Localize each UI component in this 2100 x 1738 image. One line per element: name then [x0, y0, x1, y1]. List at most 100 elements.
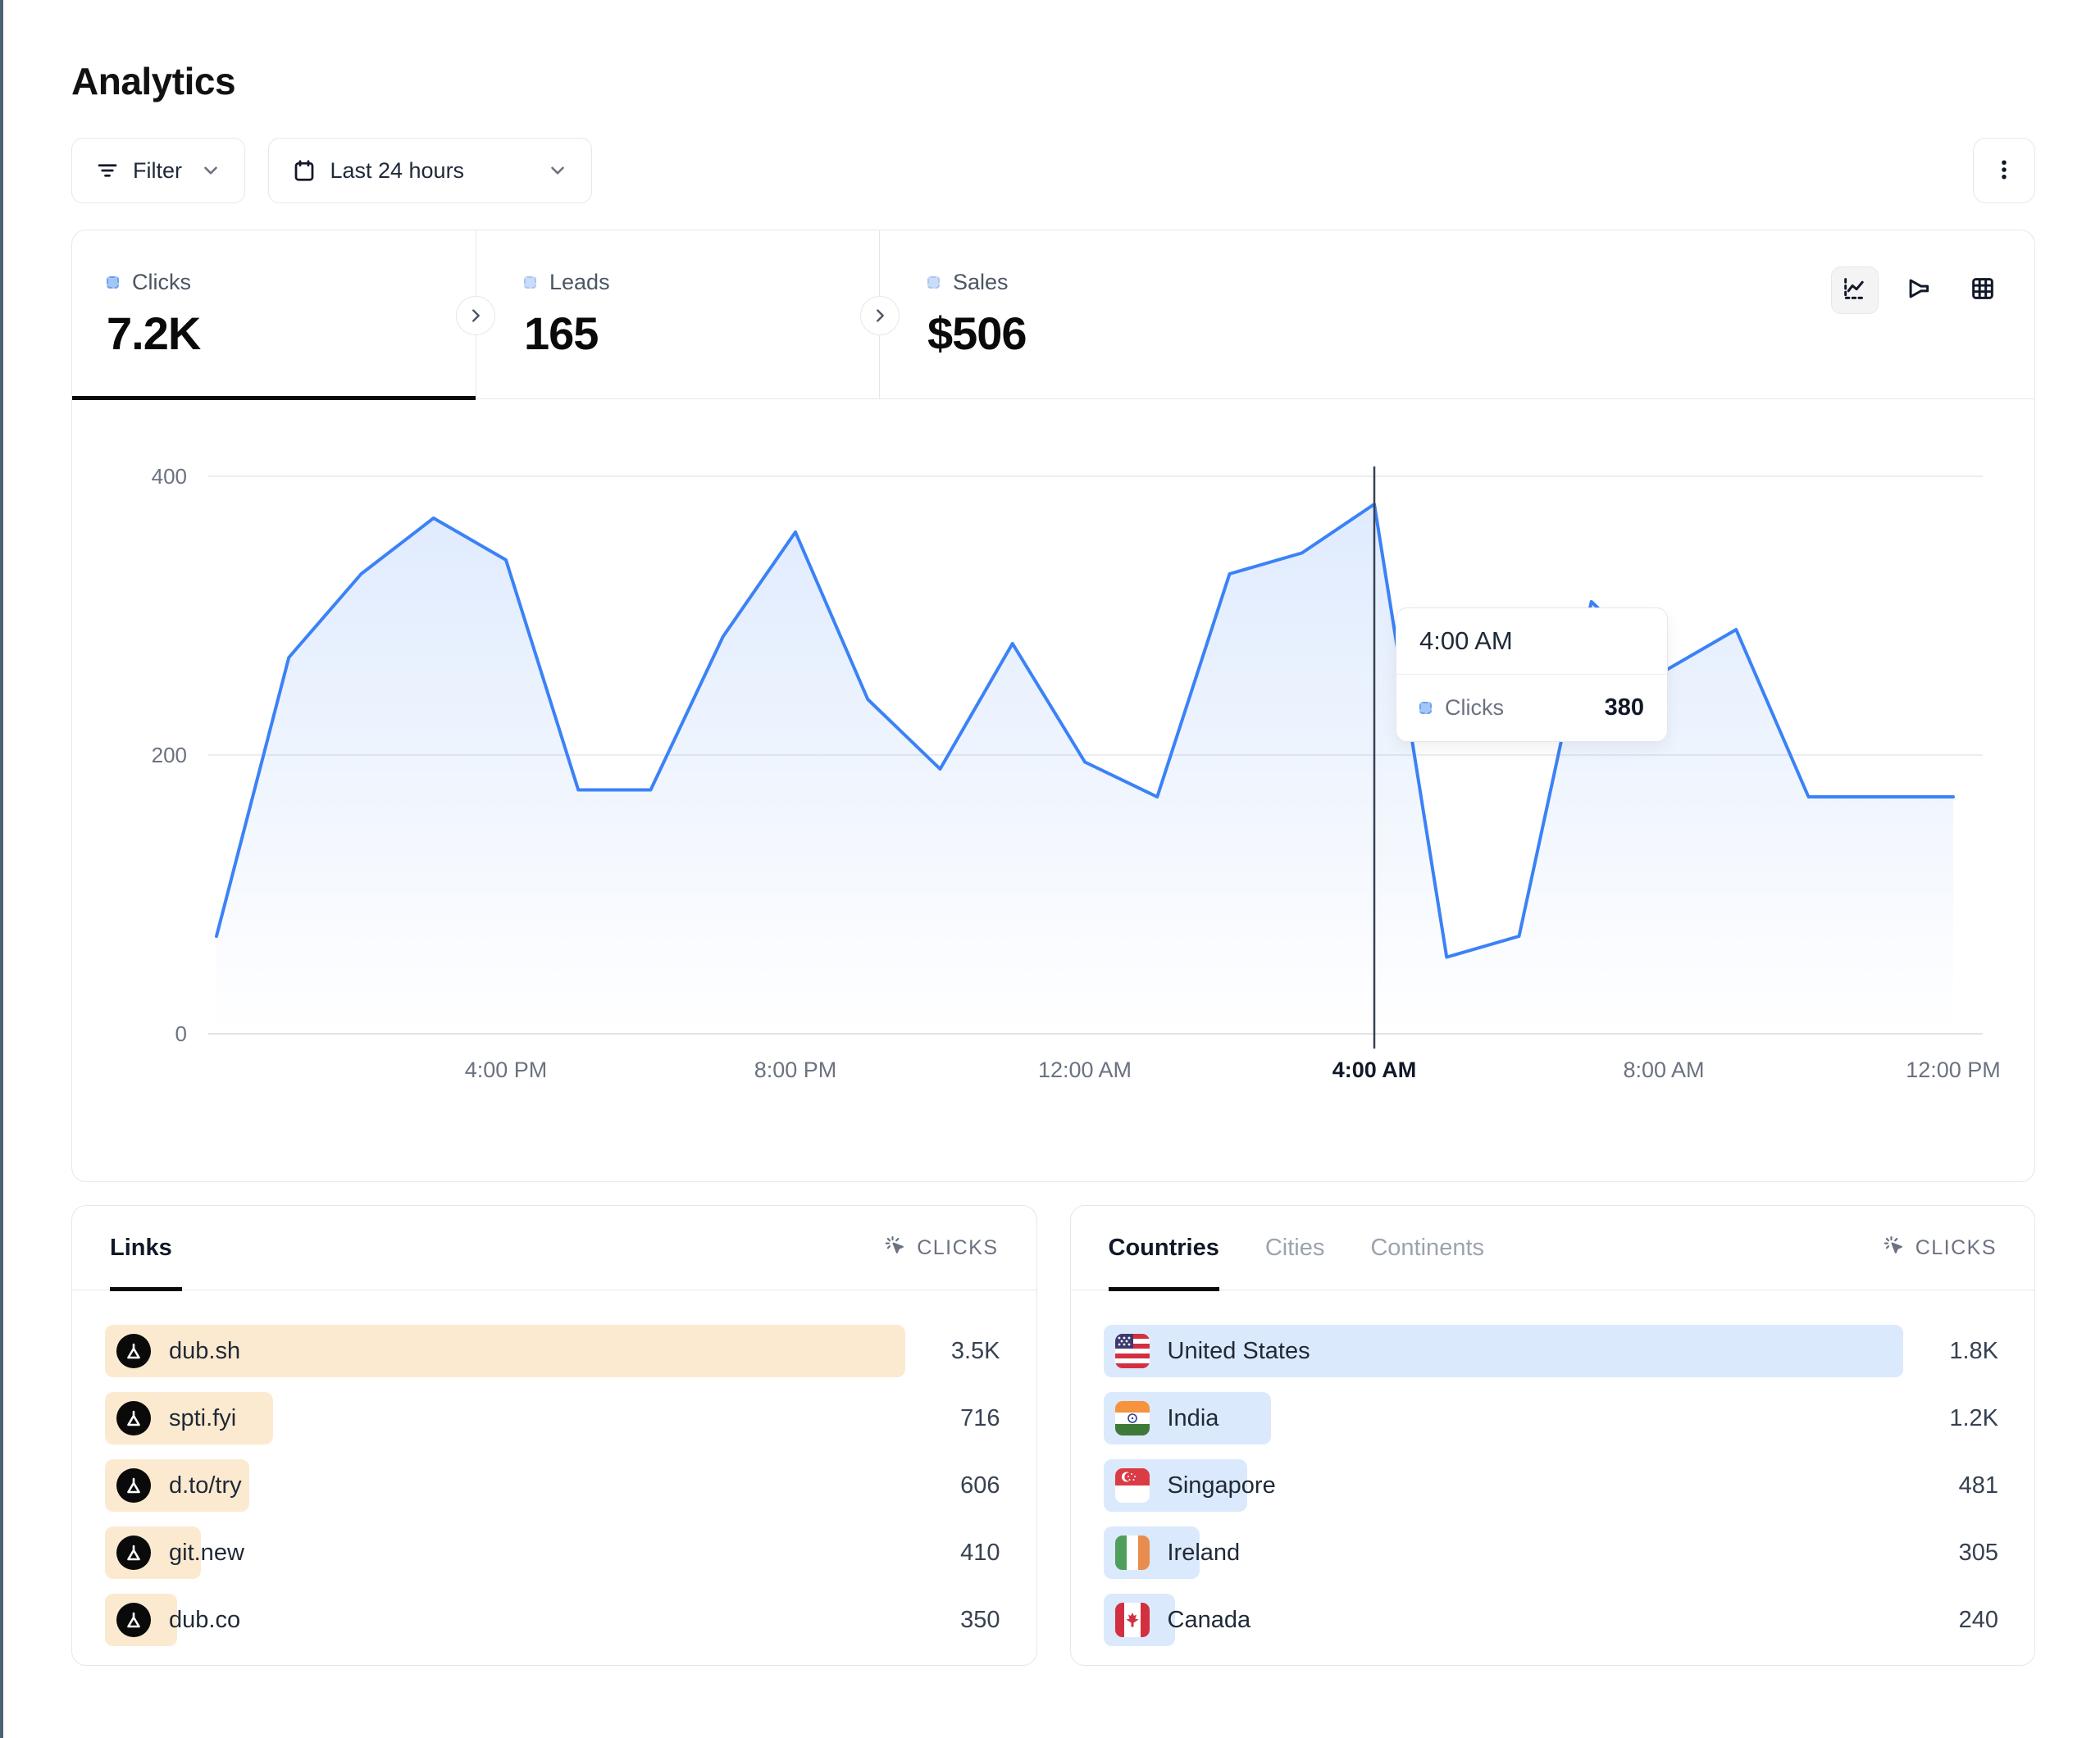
row-label: India: [1167, 1404, 1219, 1431]
row-content: Ireland: [1114, 1526, 1240, 1579]
row-content: dub.co: [116, 1594, 240, 1646]
row-content: Canada: [1114, 1594, 1251, 1646]
row-content: git.new: [116, 1526, 244, 1579]
value-bar: [105, 1325, 905, 1377]
x-axis-tick: 12:00 AM: [1038, 1058, 1132, 1082]
sg-flag-icon: [1114, 1468, 1150, 1503]
dub-logo-icon: [116, 1468, 151, 1503]
country-row-ireland[interactable]: Ireland 305: [1103, 1526, 2002, 1579]
line-chart-icon: [1841, 275, 1869, 307]
filter-label: Filter: [133, 157, 182, 183]
links-panel: Links CLICKS dub.sh 3.5K spti.fyi 716 d.to/t…: [71, 1205, 1037, 1666]
row-value: 481: [1958, 1472, 1998, 1499]
row-content: United States: [1114, 1325, 1310, 1377]
row-content: Singapore: [1114, 1459, 1276, 1512]
dub-logo-icon: [116, 1401, 151, 1435]
row-label: dub.sh: [169, 1337, 241, 1364]
countries-tab-continents[interactable]: Continents: [1370, 1234, 1485, 1261]
leads-value: 165: [524, 307, 599, 359]
expand-leads-button[interactable]: [456, 296, 495, 335]
row-content: dub.sh: [116, 1325, 240, 1377]
link-row-dub-sh[interactable]: dub.sh 3.5K: [105, 1325, 1004, 1377]
links-metric-label: CLICKS: [917, 1235, 999, 1259]
x-axis-tick: 8:00 PM: [754, 1058, 837, 1082]
funnel-icon: [1905, 275, 1933, 307]
x-axis-tick: 12:00 PM: [1906, 1058, 2001, 1082]
link-row-dub-co[interactable]: dub.co 350: [105, 1594, 1004, 1646]
row-value: 240: [1958, 1606, 1998, 1633]
row-value: 1.2K: [1949, 1404, 1998, 1431]
country-row-india[interactable]: India 1.2K: [1103, 1392, 2002, 1445]
row-label: spti.fyi: [169, 1404, 237, 1431]
date-range-label: Last 24 hours: [330, 157, 465, 183]
us-flag-icon: [1114, 1334, 1150, 1368]
grid-table-icon: [1969, 275, 1997, 307]
tab-leads[interactable]: Leads 165: [476, 230, 879, 398]
cursor-click-icon: [1883, 1234, 1906, 1263]
countries-panel: Countries Cities Continents CLICKS United …: [1069, 1205, 2035, 1666]
row-value: 716: [960, 1404, 1000, 1431]
ie-flag-icon: [1114, 1536, 1150, 1570]
leads-legend-swatch: [524, 276, 536, 289]
page-title: Analytics: [71, 60, 236, 102]
dub-logo-icon: [116, 1334, 151, 1368]
links-panel-header: Links CLICKS: [72, 1206, 1036, 1291]
chevron-down-icon: [547, 160, 568, 181]
kebab-menu-icon: [1992, 157, 2016, 184]
row-value: 3.5K: [950, 1337, 1000, 1364]
tab-clicks[interactable]: Clicks 7.2K: [72, 230, 476, 400]
link-row-d-to-try[interactable]: d.to/try 606: [105, 1459, 1004, 1512]
x-axis-tick: 8:00 AM: [1623, 1058, 1704, 1082]
countries-tab-countries[interactable]: Countries: [1108, 1206, 1220, 1291]
chevron-down-icon: [200, 160, 221, 181]
funnel-view-button[interactable]: [1895, 266, 1943, 314]
country-row-canada[interactable]: Canada 240: [1103, 1594, 2002, 1646]
cursor-click-icon: [884, 1234, 907, 1263]
x-axis-tick: 4:00 AM: [1332, 1058, 1417, 1082]
line-chart-view-button[interactable]: [1831, 266, 1879, 314]
countries-metric-header[interactable]: CLICKS: [1883, 1234, 1997, 1263]
table-view-button[interactable]: [1959, 266, 2007, 314]
row-label: d.to/try: [169, 1472, 242, 1499]
stat-label: Leads: [549, 270, 610, 294]
link-row-git-new[interactable]: git.new 410: [105, 1526, 1004, 1579]
stat-label: Sales: [953, 270, 1009, 294]
expand-sales-button[interactable]: [860, 296, 900, 335]
filter-button[interactable]: Filter: [71, 138, 245, 203]
row-value: 410: [960, 1539, 1000, 1566]
more-options-button[interactable]: [1973, 138, 2035, 203]
tooltip-series-label: Clicks: [1445, 695, 1504, 720]
dub-logo-icon: [116, 1603, 151, 1637]
ca-flag-icon: [1114, 1603, 1150, 1637]
y-axis-tick: 400: [152, 464, 187, 489]
tooltip-clicks-swatch: [1419, 702, 1432, 714]
sales-legend-swatch: [927, 276, 940, 289]
y-axis-tick: 200: [152, 743, 187, 767]
dub-logo-icon: [116, 1536, 151, 1570]
clicks-legend-swatch: [107, 276, 119, 289]
y-axis-tick: 0: [175, 1021, 187, 1046]
row-label: git.new: [169, 1539, 244, 1566]
country-row-singapore[interactable]: Singapore 481: [1103, 1459, 2002, 1512]
row-label: Canada: [1167, 1606, 1251, 1633]
toolbar: Filter Last 24 hours: [71, 138, 2035, 203]
clicks-area-chart[interactable]: 0 200 400 4:00 PM 8:00 PM 12:00 AM 4:00 AM 8:00…: [72, 407, 2034, 1144]
chart-tooltip: 4:00 AM Clicks 380: [1396, 607, 1668, 742]
links-metric-header[interactable]: CLICKS: [884, 1234, 998, 1263]
countries-tab-cities[interactable]: Cities: [1264, 1234, 1325, 1261]
chart-type-switcher: [1831, 266, 2007, 314]
stat-label: Clicks: [132, 270, 191, 294]
value-bar: [1103, 1325, 1903, 1377]
row-value: 350: [960, 1606, 1000, 1633]
analytics-page: Analytics Filter Last 24 hours: [71, 0, 2035, 1666]
links-tab-links[interactable]: Links: [110, 1206, 182, 1291]
row-label: Singapore: [1167, 1472, 1276, 1499]
link-row-spti-fyi[interactable]: spti.fyi 716: [105, 1392, 1004, 1445]
row-value: 606: [960, 1472, 1000, 1499]
tooltip-time: 4:00 AM: [1396, 608, 1667, 675]
stats-header: Clicks 7.2K Leads 165 Sales $506: [72, 230, 2034, 400]
country-row-united-states[interactable]: United States 1.8K: [1103, 1325, 2002, 1377]
tab-sales[interactable]: Sales $506: [879, 230, 1282, 398]
date-range-button[interactable]: Last 24 hours: [268, 138, 593, 203]
filter-icon: [95, 158, 120, 183]
